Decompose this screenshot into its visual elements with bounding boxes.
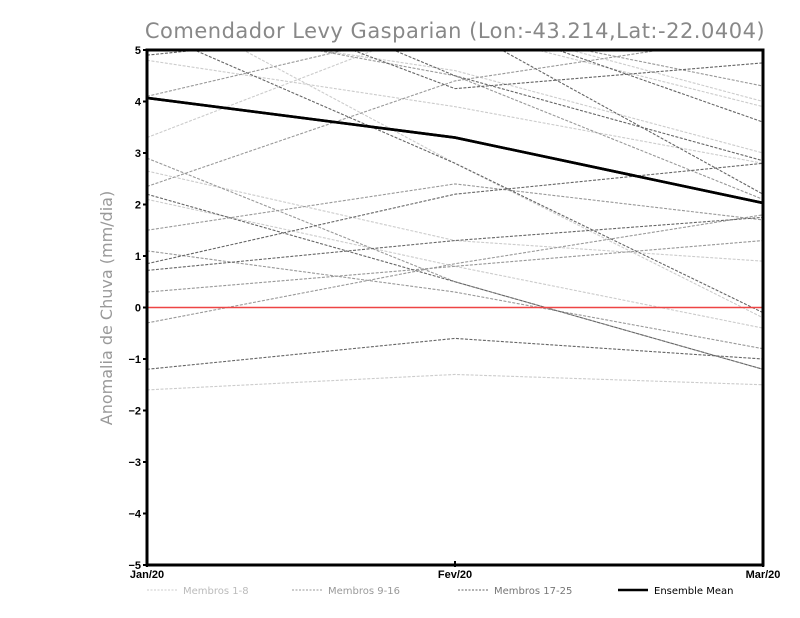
member-line-10: [147, 157, 763, 370]
member-line-17: [147, 193, 763, 370]
y-tick-label: −1: [128, 354, 141, 366]
member-line-4: [147, 373, 763, 391]
legend-label-3: Membros 17-25: [494, 586, 572, 597]
member-line-6: [242, 50, 763, 319]
member-line-11: [147, 50, 665, 187]
y-tick-label: −3: [128, 457, 141, 469]
y-tick-label: 0: [135, 303, 141, 315]
y-tick-label: 5: [135, 45, 141, 57]
member-line-19: [147, 216, 763, 271]
y-tick-label: 3: [135, 148, 141, 160]
member-line-15: [147, 214, 763, 324]
member-line-14: [147, 240, 763, 293]
x-tick-label: Fev/20: [438, 569, 472, 581]
legend-label-2: Membros 9-16: [328, 586, 400, 597]
member-line-12: [147, 183, 763, 231]
member-line-18: [147, 162, 763, 265]
member-line-7: [534, 50, 763, 108]
x-tick-label: Jan/20: [130, 569, 164, 581]
member-line-13: [147, 250, 763, 350]
member-line-20: [147, 337, 763, 370]
member-line-8: [147, 198, 763, 329]
y-tick-label: 4: [135, 97, 142, 109]
member-line-21: [193, 50, 763, 314]
y-tick-label: −2: [128, 406, 141, 418]
y-tick-label: 1: [135, 251, 141, 263]
legend-label-1: Membros 1-8: [183, 586, 249, 597]
ensemble-mean-line: [147, 96, 763, 205]
y-tick-label: −4: [128, 509, 141, 521]
y-tick-label: 2: [135, 200, 141, 212]
member-line-2: [147, 50, 763, 139]
legend-label-4: Ensemble Mean: [654, 586, 733, 597]
member-line-23: [391, 50, 763, 162]
y-tick-label: −5: [128, 560, 141, 572]
chart-title: Comendador Levy Gasparian (Lon:-43.214,L…: [145, 19, 765, 43]
member-line-9: [147, 50, 763, 97]
member-line-3: [147, 170, 763, 262]
member-line-22: [350, 50, 763, 90]
ensemble-mean-line-top: [147, 96, 763, 205]
y-axis-label: Anomalia de Chuva (mm/dia): [97, 191, 116, 425]
member-line-5: [314, 50, 763, 154]
member-line-1: [147, 59, 763, 164]
x-tick-label: Mar/20: [746, 569, 781, 581]
